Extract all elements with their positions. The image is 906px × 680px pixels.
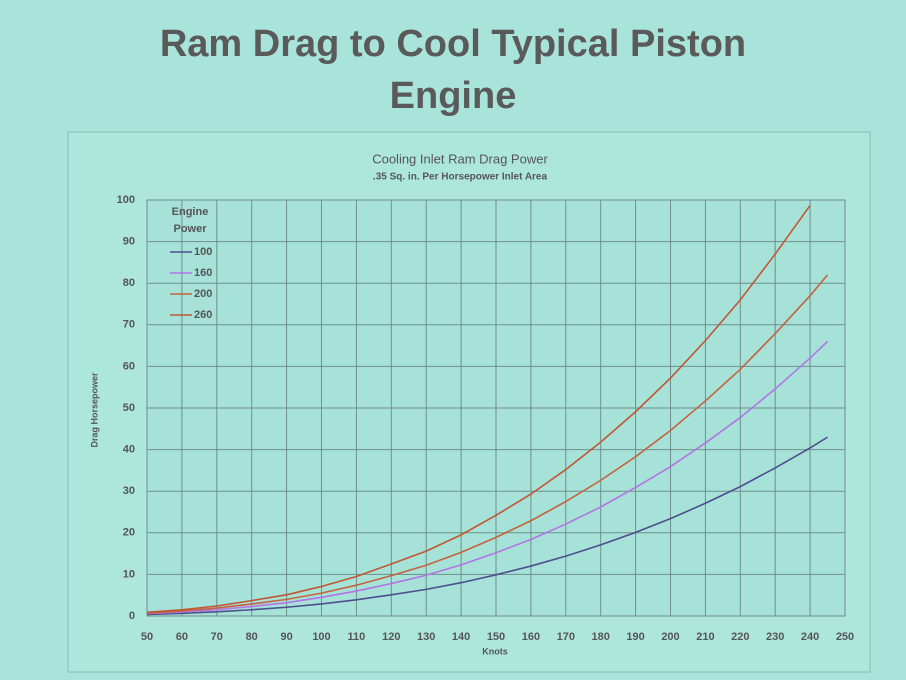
x-tick-label: 50 — [141, 631, 153, 643]
legend-label: 200 — [194, 288, 212, 300]
x-tick-label: 130 — [417, 631, 435, 643]
slide-title-text: Ram Drag to Cool Typical Piston Engine — [159, 23, 747, 117]
series-line — [147, 340, 829, 615]
legend-title: Engine Power — [171, 206, 209, 235]
legend-label: 260 — [194, 309, 212, 321]
x-tick-label: 240 — [801, 631, 819, 643]
x-tick-label: 80 — [246, 631, 258, 643]
slide-title: Ram Drag to Cool Typical Piston Engine — [0, 18, 906, 122]
y-tick-label: 80 — [123, 277, 135, 289]
series-line — [147, 204, 811, 614]
y-tick-label: 30 — [123, 485, 135, 497]
x-tick-label: 180 — [592, 631, 610, 643]
y-tick-label: 90 — [123, 236, 135, 248]
x-tick-label: 160 — [522, 631, 540, 643]
x-tick-label: 150 — [487, 631, 505, 643]
y-tick-label: 10 — [123, 568, 135, 580]
series-line — [147, 436, 828, 616]
x-tick-label: 110 — [348, 631, 366, 643]
x-tick-label: 140 — [452, 631, 470, 643]
y-tick-label: 60 — [123, 360, 135, 372]
chart-subtitle: .35 Sq. in. Per Horsepower Inlet Area — [373, 172, 548, 183]
y-tick-label: 40 — [123, 444, 135, 456]
legend-label: 100 — [194, 246, 212, 258]
x-tick-label: 90 — [280, 631, 292, 643]
x-tick-label: 210 — [696, 631, 714, 643]
series-line — [147, 274, 829, 614]
x-tick-label: 120 — [382, 631, 400, 643]
x-tick-label: 70 — [211, 631, 223, 643]
x-tick-label: 190 — [626, 631, 644, 643]
y-tick-label: 0 — [129, 610, 135, 622]
y-axis-title: Drag Horsepower — [89, 372, 99, 448]
x-tick-label: 200 — [661, 631, 679, 643]
legend-label: 160 — [194, 267, 212, 279]
x-tick-label: 100 — [312, 631, 330, 643]
y-tick-label: 20 — [123, 527, 135, 539]
y-tick-label: 70 — [123, 319, 135, 331]
y-tick-label: 50 — [123, 402, 135, 414]
x-tick-label: 220 — [731, 631, 749, 643]
x-tick-label: 250 — [836, 631, 854, 643]
x-tick-label: 60 — [176, 631, 188, 643]
x-axis-title: Knots — [482, 646, 508, 656]
chart-title: Cooling Inlet Ram Drag Power — [372, 151, 548, 166]
y-tick-label: 100 — [117, 194, 135, 206]
x-tick-label: 230 — [766, 631, 784, 643]
x-tick-label: 170 — [557, 631, 575, 643]
